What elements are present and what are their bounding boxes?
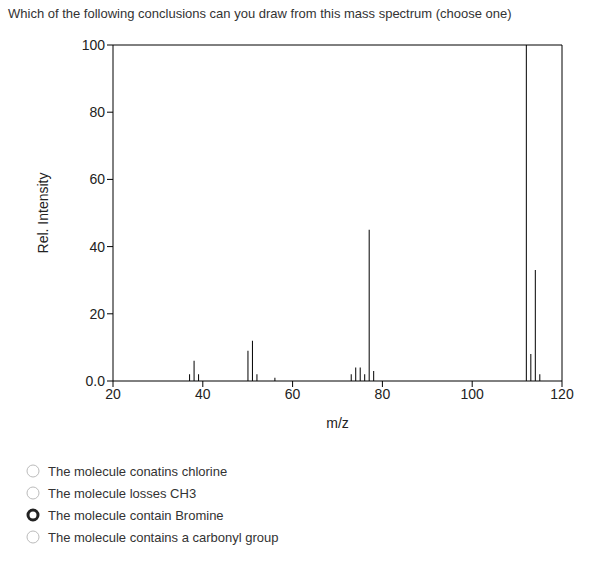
svg-text:80: 80 [375,386,391,402]
html-text:The molecule contains a carbon: The molecule contains a carbonyl group [48,529,279,545]
svg-text:60: 60 [285,386,301,402]
svg-text:m/z: m/z [326,415,349,431]
html-text:Which of the following conclus: Which of the following conclusions can y… [8,6,512,21]
svg-text:0.0: 0.0 [86,373,106,389]
svg-text:100: 100 [82,37,106,53]
svg-text:20: 20 [89,306,105,322]
html-text:The molecule losses CH3: The molecule losses CH3 [48,485,197,501]
svg-text:40: 40 [195,386,211,402]
html-text:The molecule conatins chlorine: The molecule conatins chlorine [48,463,228,479]
svg-text:20: 20 [105,386,121,402]
svg-text:100: 100 [461,386,485,402]
svg-text:120: 120 [550,386,574,402]
svg-text:40: 40 [89,239,105,255]
svg-text:60: 60 [89,171,105,187]
svg-text:80: 80 [89,104,105,120]
svg-text:Rel. Intensity: Rel. Intensity [35,173,51,254]
html-text:The molecule contain Bromine: The molecule contain Bromine [48,507,224,523]
